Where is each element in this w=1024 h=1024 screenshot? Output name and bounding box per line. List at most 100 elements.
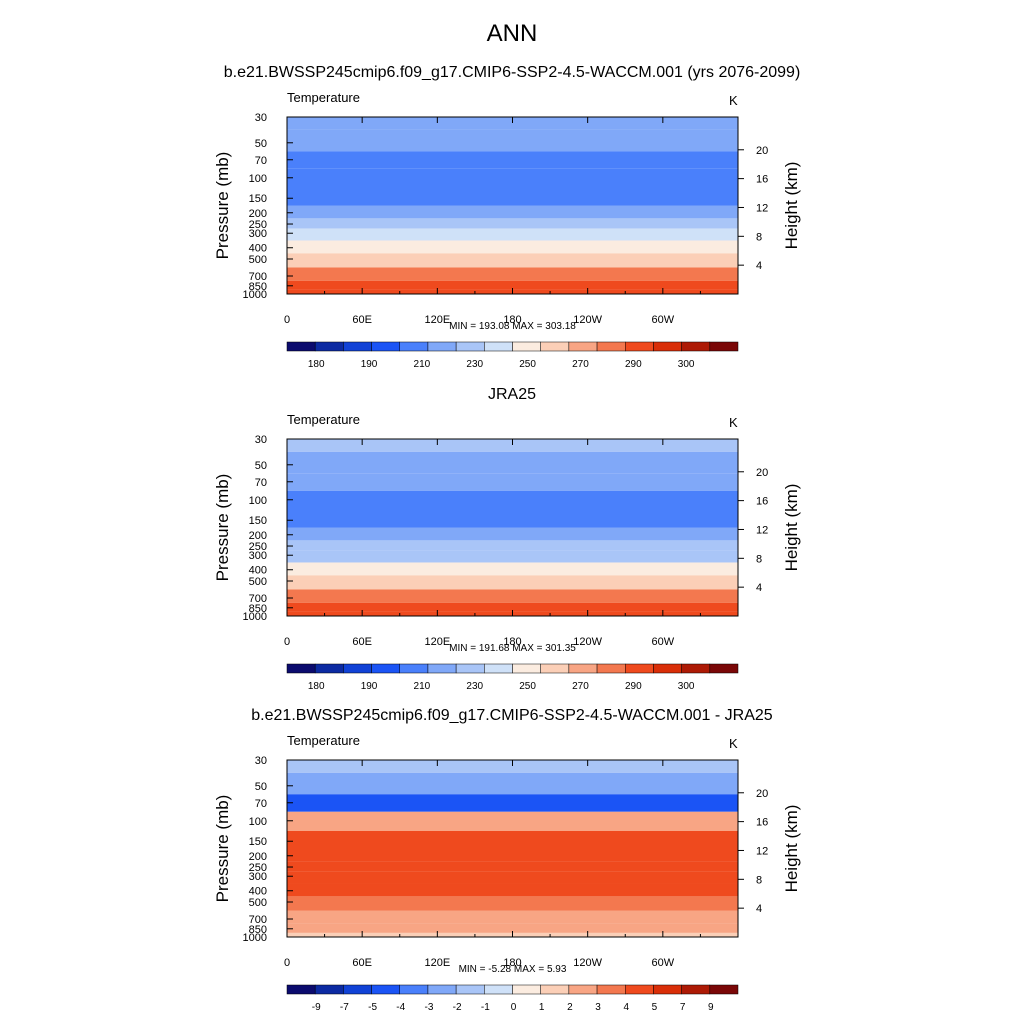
- panel-3-y-axis-title: Pressure (mb): [213, 795, 232, 903]
- panel-1-band-70: [287, 151, 738, 169]
- panel-3-colorbar-label: -3: [424, 1002, 433, 1013]
- panel-1-title: b.e21.BWSSP245cmip6.f09_g17.CMIP6-SSP2-4…: [223, 64, 801, 81]
- panel-2-colorbar-swatch: [568, 663, 598, 674]
- panel-3-y-tick-label: 150: [249, 836, 267, 848]
- panel-3-band-30: [287, 760, 738, 773]
- panel-3-colorbar-swatch: [427, 984, 457, 995]
- panel-2-band-70: [287, 473, 738, 491]
- panel-1-y-tick-label: 30: [255, 112, 267, 124]
- panel-2-colorbar-swatch: [314, 663, 344, 674]
- panel-3-y-tick-label: 50: [255, 781, 267, 793]
- panel-1-y2-tick-label: 8: [756, 231, 762, 243]
- panel-3-colorbar-label: -4: [396, 1002, 405, 1013]
- panel-1-units-label: K: [729, 93, 738, 108]
- panel-2-variable-label: Temperature: [287, 412, 360, 427]
- panel-1-y-tick-label: 250: [249, 219, 267, 231]
- panel-3-y-tick-label: 850: [249, 924, 267, 936]
- panel-1-band-150: [287, 188, 738, 206]
- panel-1-colorbar-label: 250: [519, 359, 536, 370]
- panel-3-colorbar-swatch: [512, 984, 541, 995]
- panel-2-x-tick-label: 120W: [573, 636, 602, 648]
- panel-1-y2-axis-title: Height (km): [782, 162, 801, 250]
- panel-2-colorbar-swatch: [343, 663, 372, 674]
- panel-3-colorbar-label: -1: [481, 1002, 490, 1013]
- panel-2-y-tick-label: 400: [249, 565, 267, 577]
- panel-1-colorbar-label: 300: [678, 359, 695, 370]
- panel-2-y-tick-label: 500: [249, 576, 267, 588]
- panel-3-band-500: [287, 896, 738, 911]
- panel-1-band-850: [287, 280, 738, 290]
- panel-1-band-700: [287, 267, 738, 281]
- panel-3-colorbar-label: -5: [368, 1002, 377, 1013]
- panel-1-colorbar-swatch: [681, 341, 711, 352]
- panel-1-y-tick-label: 400: [249, 243, 267, 255]
- panel-1-colorbar-swatch: [399, 341, 429, 352]
- panel-3-x-tick-label: 180: [503, 957, 521, 969]
- panel-3-colorbar-swatch: [540, 984, 570, 995]
- panel-2-band-100: [287, 490, 738, 511]
- panel-1-y-tick-label: 700: [249, 271, 267, 283]
- panel-2-y2-tick-label: 20: [756, 467, 768, 479]
- panel-1-colorbar-swatch: [314, 341, 344, 352]
- panel-2-band-50: [287, 451, 738, 474]
- panel-2-minmax: MIN = 191.68 MAX = 301.35: [449, 643, 576, 654]
- panel-2-y-tick-label: 250: [249, 541, 267, 553]
- panel-2-band-300: [287, 550, 738, 563]
- panel-3-y-tick-label: 70: [255, 798, 267, 810]
- panel-2-x-tick-label: 60E: [352, 636, 372, 648]
- panel-2-colorbar-label: 210: [414, 681, 431, 692]
- panel-2-band-400: [287, 562, 738, 576]
- panel-3-y-tick-label: 30: [255, 755, 267, 767]
- panel-2-y-axis-title: Pressure (mb): [213, 474, 232, 582]
- panel-1-y-tick-label: 200: [249, 208, 267, 220]
- panel-1-colorbar-swatch: [596, 341, 626, 352]
- panel-1-colorbar-swatch: [371, 341, 400, 352]
- panel-3-colorbar-label: 5: [652, 1002, 658, 1013]
- panel-3-colorbar-swatch: [343, 984, 372, 995]
- panel-2-y2-tick-label: 16: [756, 496, 768, 508]
- panel-1-y2-tick-label: 12: [756, 202, 768, 214]
- panel-3-x-tick-label: 60E: [352, 957, 372, 969]
- panel-3-band-300: [287, 871, 738, 884]
- panel-3-y2-tick-label: 12: [756, 845, 768, 857]
- panel-2-y2-tick-label: 12: [756, 524, 768, 536]
- panel-1-colorbar-swatch: [484, 341, 513, 352]
- panel-1-x-tick-label: 180: [503, 314, 521, 326]
- panel-2-colorbar-label: 180: [308, 681, 325, 692]
- panel-1-y-tick-label: 850: [249, 281, 267, 293]
- panel-2-y-tick-label: 100: [249, 495, 267, 507]
- panel-3-y-tick-label: 300: [249, 871, 267, 883]
- panel-3-y-tick-label: 250: [249, 862, 267, 874]
- panel-3-y-tick-label: 1000: [243, 932, 267, 944]
- panel-2-band-850: [287, 602, 738, 612]
- panel-2-y2-tick-label: 4: [756, 582, 762, 594]
- panel-3-colorbar-swatch: [653, 984, 682, 995]
- panel-3-colorbar-swatch: [371, 984, 400, 995]
- panel-3-units-label: K: [729, 736, 738, 751]
- panel-2-y2-axis-title: Height (km): [782, 484, 801, 572]
- figure-title: ANN: [486, 20, 538, 47]
- panel-2-y-tick-label: 200: [249, 530, 267, 542]
- panel-1-colorbar-label: 210: [414, 359, 431, 370]
- panel-2-y-tick-label: 700: [249, 593, 267, 605]
- panel-3-colorbar-swatch: [314, 984, 344, 995]
- panel-1-colorbar-swatch: [343, 341, 372, 352]
- panel-2-band-250: [287, 540, 738, 551]
- panel-3-colorbar-swatch: [596, 984, 626, 995]
- panel-1-band-500: [287, 253, 738, 268]
- panel-1-band-200: [287, 205, 738, 219]
- panel-1-x-tick-label: 120W: [573, 314, 602, 326]
- panel-3-y-tick-label: 700: [249, 914, 267, 926]
- panel-2-colorbar-swatch: [709, 663, 739, 674]
- panel-3-colorbar-label: -7: [340, 1002, 349, 1013]
- panel-3-y2-tick-label: 16: [756, 817, 768, 829]
- panel-2-y2-tick-label: 8: [756, 553, 762, 565]
- panel-3-y2-tick-label: 4: [756, 903, 762, 915]
- panel-1-y2-tick-label: 20: [756, 145, 768, 157]
- panel-1-x-tick-label: 0: [284, 314, 290, 326]
- panel-1-colorbar-label: 290: [625, 359, 642, 370]
- panel-3-colorbar-label: -9: [312, 1002, 321, 1013]
- panel-2-y-tick-label: 50: [255, 460, 267, 472]
- panel-2-colorbar-label: 190: [361, 681, 378, 692]
- panel-2-colorbar-swatch: [512, 663, 541, 674]
